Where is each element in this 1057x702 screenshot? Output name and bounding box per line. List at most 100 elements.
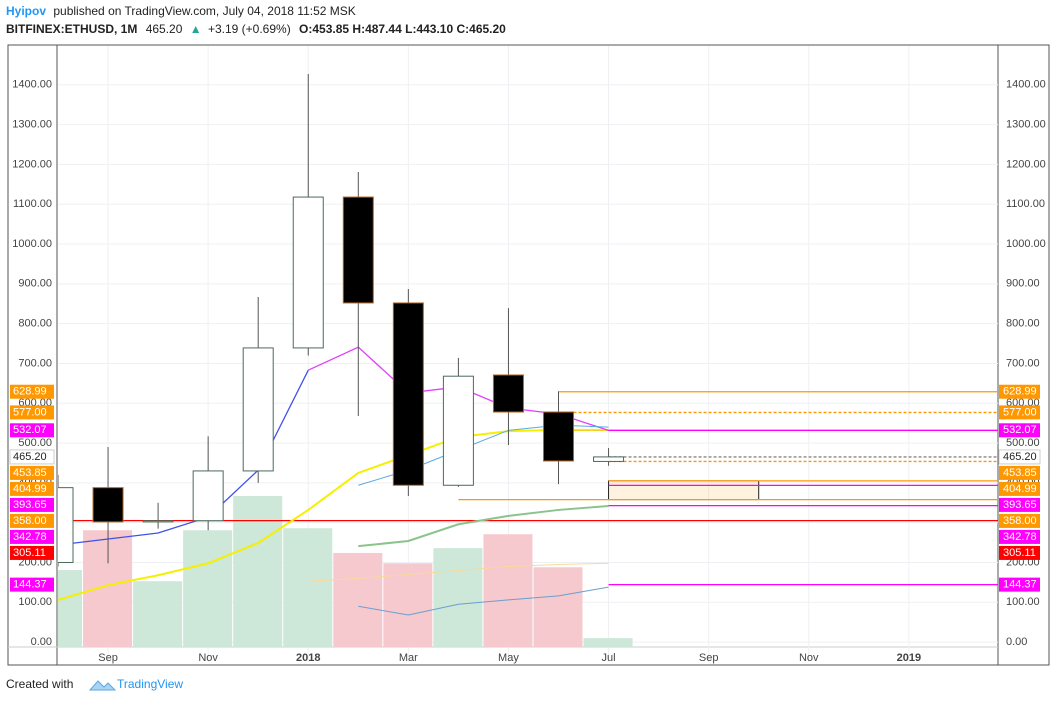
y-tick-label: 800.00	[1006, 318, 1040, 330]
candle-body	[392, 302, 424, 486]
x-tick-label: Sep	[699, 652, 719, 664]
level-label-bg	[10, 481, 54, 496]
level-label: 393.65	[13, 499, 47, 511]
volume-bar	[333, 552, 383, 648]
arrow: ▲	[190, 22, 202, 36]
x-tick-label: 2018	[296, 652, 320, 664]
plot	[58, 46, 998, 662]
level-label: 465.20	[13, 451, 47, 463]
level-label: 453.85	[13, 467, 47, 479]
y-tick-label: 1200.00	[12, 158, 52, 170]
level-label: 393.65	[1003, 499, 1037, 511]
level-label-bg	[999, 405, 1040, 420]
candle-body	[442, 375, 474, 486]
level-label: 453.85	[1003, 467, 1037, 479]
level-label-bg	[999, 481, 1040, 496]
author[interactable]: Hyipov	[6, 4, 46, 18]
y-tick-label: 700.00	[1006, 357, 1040, 369]
level-label-bg	[999, 423, 1040, 438]
level-label-bg	[9, 449, 55, 465]
level-label: 305.11	[1003, 547, 1036, 559]
footer-created: Created with	[6, 677, 73, 691]
level-label-bg	[10, 497, 54, 512]
logo[interactable]	[88, 680, 117, 691]
level-label: 532.07	[13, 424, 47, 436]
y-tick-label: 0.00	[1006, 636, 1027, 648]
volume-bar	[433, 548, 483, 648]
indicator-line	[308, 562, 609, 582]
volume-bar	[133, 581, 183, 648]
candle-body	[192, 470, 224, 522]
candle-body	[543, 411, 574, 462]
level-label-bg	[10, 513, 54, 528]
x-tick-label: Nov	[799, 652, 819, 664]
level-label-bg	[10, 529, 54, 544]
level-label: 577.00	[13, 406, 47, 418]
x-tick-label: 2019	[897, 652, 921, 664]
range-box	[608, 480, 760, 501]
header-line1: Hyipov published on TradingView.com, Jul…	[6, 4, 356, 18]
candle-body	[492, 374, 524, 413]
level-label-bg	[10, 423, 54, 438]
symbol: BITFINEX:ETHUSD, 1M	[6, 22, 137, 36]
level-label: 628.99	[13, 386, 47, 398]
level-label-bg	[10, 545, 54, 560]
level-label: 404.99	[1003, 483, 1037, 495]
level-label-bg	[999, 529, 1040, 544]
y-tick-label: 1300.00	[1006, 119, 1046, 131]
level-label-bg	[999, 513, 1040, 528]
y-tick-label: 0.00	[31, 636, 52, 648]
candle-body	[342, 196, 374, 304]
y-tick-label: 500.00	[18, 437, 52, 449]
level-label-bg	[999, 545, 1040, 560]
y-tick-label: 1300.00	[12, 119, 52, 131]
level-label-bg	[999, 384, 1040, 399]
indicator-line	[358, 504, 609, 548]
y-tick-label: 900.00	[18, 278, 52, 290]
footer-brand[interactable]: TradingView	[117, 677, 183, 691]
header-line2: BITFINEX:ETHUSD, 1M 465.20 ▲ +3.19 (+0.6…	[6, 22, 506, 36]
x-tick-label: Mar	[399, 652, 418, 664]
level-label-bg	[999, 497, 1040, 512]
level-label: 144.37	[13, 579, 47, 591]
level-label: 342.78	[13, 531, 47, 543]
x-tick-label: Nov	[198, 652, 218, 664]
candle-body	[242, 347, 274, 472]
level-label: 305.11	[13, 547, 46, 559]
candle-body	[58, 487, 74, 563]
y-tick-label: 900.00	[1006, 278, 1040, 290]
candle-body	[292, 196, 324, 349]
level-label: 577.00	[1003, 406, 1037, 418]
x-tick-label: May	[498, 652, 519, 664]
y-tick-label: 100.00	[1006, 596, 1040, 608]
level-label: 144.37	[1003, 579, 1037, 591]
level-label-bg	[10, 405, 54, 420]
volume-bar	[58, 570, 82, 648]
candle-body	[593, 456, 625, 462]
candle-body	[92, 487, 124, 523]
volume-bar	[183, 530, 233, 648]
level-label: 465.20	[1003, 451, 1037, 463]
level-label-bg	[10, 465, 54, 480]
level-label: 358.00	[13, 515, 47, 527]
y-tick-label: 1000.00	[1006, 238, 1046, 250]
x-tick-label: Sep	[98, 652, 118, 664]
volume-bar	[383, 563, 433, 648]
level-label-bg	[10, 577, 54, 592]
volume-bar	[533, 567, 583, 648]
volume-bar	[483, 534, 533, 648]
candle-body	[142, 520, 174, 523]
level-label: 404.99	[13, 483, 47, 495]
level-label: 628.99	[1003, 386, 1037, 398]
level-label: 532.07	[1003, 424, 1037, 436]
level-label-bg	[10, 384, 54, 399]
price: 465.20	[146, 22, 183, 36]
y-tick-label: 500.00	[1006, 437, 1040, 449]
level-label-bg	[999, 577, 1040, 592]
ohlc: O:453.85 H:487.44 L:443.10 C:465.20	[299, 22, 506, 36]
y-tick-label: 1100.00	[1006, 198, 1045, 210]
volume-bar	[283, 528, 333, 648]
volume-bar	[583, 638, 633, 648]
y-tick-label: 700.00	[18, 357, 52, 369]
